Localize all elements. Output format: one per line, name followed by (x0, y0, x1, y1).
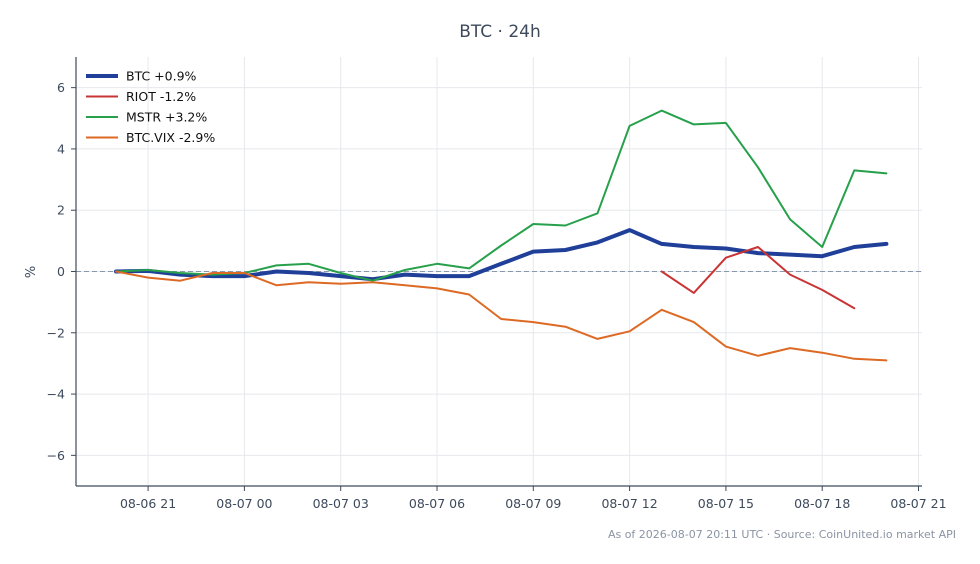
legend-label: MSTR +3.2% (126, 110, 207, 125)
y-axis-label: % (24, 266, 39, 278)
y-tick-label: −4 (47, 387, 65, 402)
series-lines (114, 109, 889, 362)
series-line-btc-vix (115, 270, 888, 362)
legend-label: BTC.VIX -2.9% (126, 130, 215, 145)
x-tick-label: 08-06 21 (120, 496, 176, 511)
y-tick-label: 4 (57, 141, 65, 156)
chart-title: BTC · 24h (459, 22, 541, 42)
x-tick-label: 08-07 06 (409, 496, 465, 511)
legend-label: BTC +0.9% (126, 69, 197, 84)
x-tick-label: 08-07 03 (313, 496, 369, 511)
y-tick-label: 6 (57, 80, 65, 95)
series-line-riot (660, 246, 856, 310)
x-tick-label: 08-07 21 (890, 496, 946, 511)
x-tick-label: 08-07 09 (505, 496, 561, 511)
legend: BTC +0.9% RIOT -1.2% MSTR +3.2% BTC.VIX -2.… (86, 69, 215, 145)
x-tick-label: 08-07 00 (216, 496, 272, 511)
x-ticks: 08-06 21 08-07 00 08-07 03 08-07 06 08-07 09… (120, 486, 947, 511)
y-tick-label: −2 (47, 325, 65, 340)
y-tick-label: 0 (57, 264, 65, 279)
y-tick-label: −6 (47, 448, 65, 463)
chart-footer: As of 2026-08-07 20:11 UTC · Source: Coi… (608, 528, 956, 541)
legend-label: RIOT -1.2% (126, 89, 196, 104)
x-tick-label: 08-07 12 (601, 496, 657, 511)
y-ticks: −6 −4 −2 0 2 4 6 (47, 80, 76, 463)
series-line-btc (114, 228, 889, 282)
y-tick-label: 2 (57, 203, 65, 218)
x-tick-label: 08-07 15 (698, 496, 754, 511)
x-tick-label: 08-07 18 (794, 496, 850, 511)
